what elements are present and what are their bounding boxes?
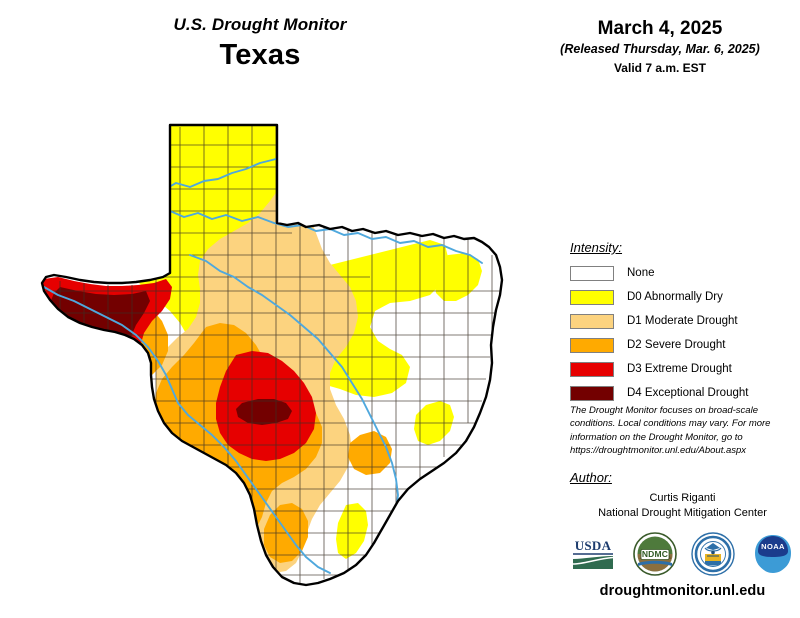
river-lines	[43, 158, 483, 574]
release-date: (Released Thursday, Mar. 6, 2025)	[560, 41, 760, 56]
page-title: U.S. Drought Monitor	[173, 15, 347, 34]
legend: Intensity: None D0 Abnormally Dry D1 Mod…	[570, 240, 795, 407]
author-affiliation: National Drought Mitigation Center	[598, 507, 767, 520]
state-title: Texas	[219, 38, 301, 71]
svg-text:NOAA: NOAA	[761, 542, 785, 551]
svg-text:USDA: USDA	[575, 538, 612, 553]
disclaimer-text: The Drought Monitor focuses on broad-sca…	[570, 405, 771, 457]
usda-logo: USDA	[572, 538, 614, 569]
author-block: Author: Curtis Riganti National Drought …	[570, 470, 795, 521]
legend-item-d4: D4 Exceptional Drought	[570, 383, 795, 403]
usdc-seal-logo	[691, 532, 736, 576]
drought-map	[30, 105, 560, 605]
footer-url[interactable]: droughtmonitor.unl.edu	[599, 583, 766, 599]
agency-logos: USDA NDMC NOAA	[568, 530, 796, 578]
map-date: March 4, 2025	[597, 18, 723, 39]
author-name: Curtis Riganti	[649, 492, 716, 504]
legend-label-none: None	[627, 267, 655, 279]
ndmc-logo: NDMC	[632, 532, 677, 576]
drought-area-d0-valley	[336, 503, 368, 559]
legend-item-d1: D1 Moderate Drought	[570, 311, 795, 331]
drought-area-d0-east-strip	[434, 253, 482, 301]
legend-item-d2: D2 Severe Drought	[570, 335, 795, 355]
valid-time: Valid 7 a.m. EST	[613, 60, 707, 75]
legend-heading: Intensity:	[570, 240, 623, 255]
noaa-logo: NOAA	[754, 535, 791, 573]
legend-swatch-d3	[570, 361, 614, 377]
legend-swatch-d4	[570, 385, 614, 401]
legend-swatch-none	[570, 265, 614, 281]
svg-text:NDMC: NDMC	[642, 549, 668, 559]
legend-swatch-d2	[570, 337, 614, 353]
legend-label-d1: D1 Moderate Drought	[627, 315, 738, 327]
legend-item-d0: D0 Abnormally Dry	[570, 287, 795, 307]
legend-swatch-d0	[570, 289, 614, 305]
texas-map-svg	[40, 123, 504, 587]
legend-label-d4: D4 Exceptional Drought	[627, 387, 749, 399]
header-right: March 4, 2025 (Released Thursday, Mar. 6…	[520, 18, 800, 77]
legend-item-none: None	[570, 263, 795, 283]
legend-label-d0: D0 Abnormally Dry	[627, 291, 723, 303]
legend-item-d3: D3 Extreme Drought	[570, 359, 795, 379]
author-names: Curtis Riganti National Drought Mitigati…	[570, 491, 795, 521]
author-heading: Author:	[570, 470, 612, 485]
legend-swatch-d1	[570, 313, 614, 329]
drought-area-d2-coastbend	[348, 431, 392, 475]
legend-label-d2: D2 Severe Drought	[627, 339, 726, 351]
header-left: U.S. Drought Monitor Texas	[0, 15, 520, 73]
drought-area-d4-plateau	[236, 399, 292, 425]
legend-label-d3: D3 Extreme Drought	[627, 363, 732, 375]
map-fill-layers	[42, 125, 502, 585]
texas-state-outline	[40, 123, 504, 587]
